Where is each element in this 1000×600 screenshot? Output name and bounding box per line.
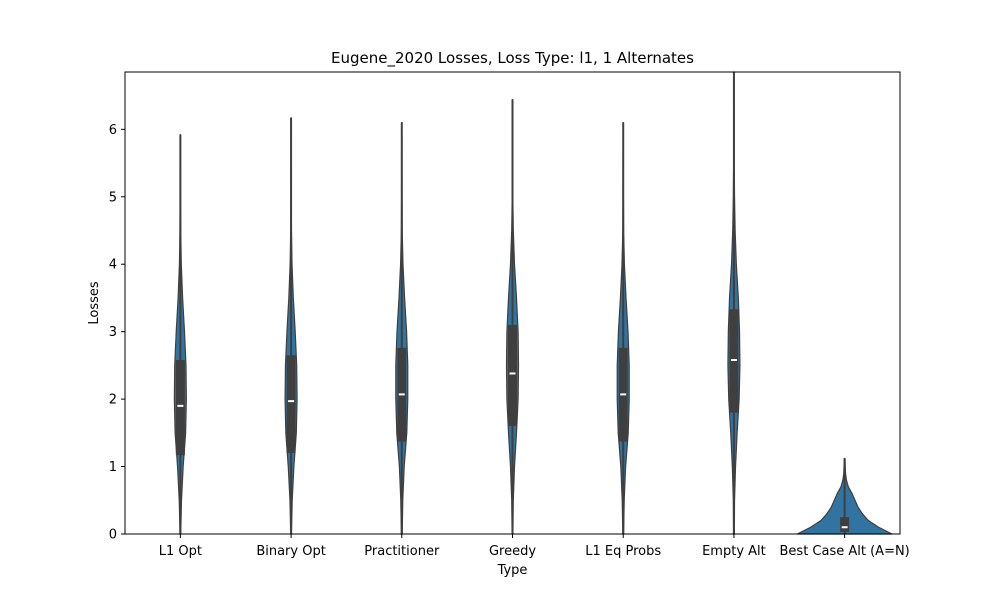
x-tick-label: Empty Alt <box>702 544 766 559</box>
x-tick-label: Binary Opt <box>256 544 326 559</box>
x-tick-label: Practitioner <box>364 544 440 559</box>
x-axis-label: Type <box>497 563 528 578</box>
y-axis-label: Losses <box>87 281 102 325</box>
violin-iqr-box <box>175 359 185 456</box>
y-tick-label: 1 <box>109 460 117 475</box>
y-tick-label: 6 <box>109 123 117 138</box>
x-axis: L1 Opt Binary Opt Practitioner Greedy L1 Eq … <box>159 534 910 559</box>
violin-iqr-box <box>840 517 850 532</box>
y-tick-label: 0 <box>109 528 117 543</box>
violin-iqr-box <box>286 355 296 454</box>
y-tick-label: 3 <box>109 325 117 340</box>
violin-iqr-box <box>508 324 517 427</box>
y-tick-label: 5 <box>109 190 117 205</box>
x-tick-label: L1 Eq Probs <box>585 544 661 559</box>
x-tick-label: L1 Opt <box>159 544 202 559</box>
y-axis: 0 1 2 3 4 5 6 <box>109 123 125 543</box>
chart-title: Eugene_2020 Losses, Loss Type: l1, 1 Alt… <box>331 49 694 68</box>
x-tick-label: Greedy <box>489 544 536 559</box>
x-tick-label: Best Case Alt (A=N) <box>780 544 910 559</box>
violins-group <box>173 71 893 535</box>
y-tick-label: 4 <box>109 258 117 273</box>
violin-iqr-box <box>729 309 739 413</box>
y-tick-label: 2 <box>109 393 117 408</box>
